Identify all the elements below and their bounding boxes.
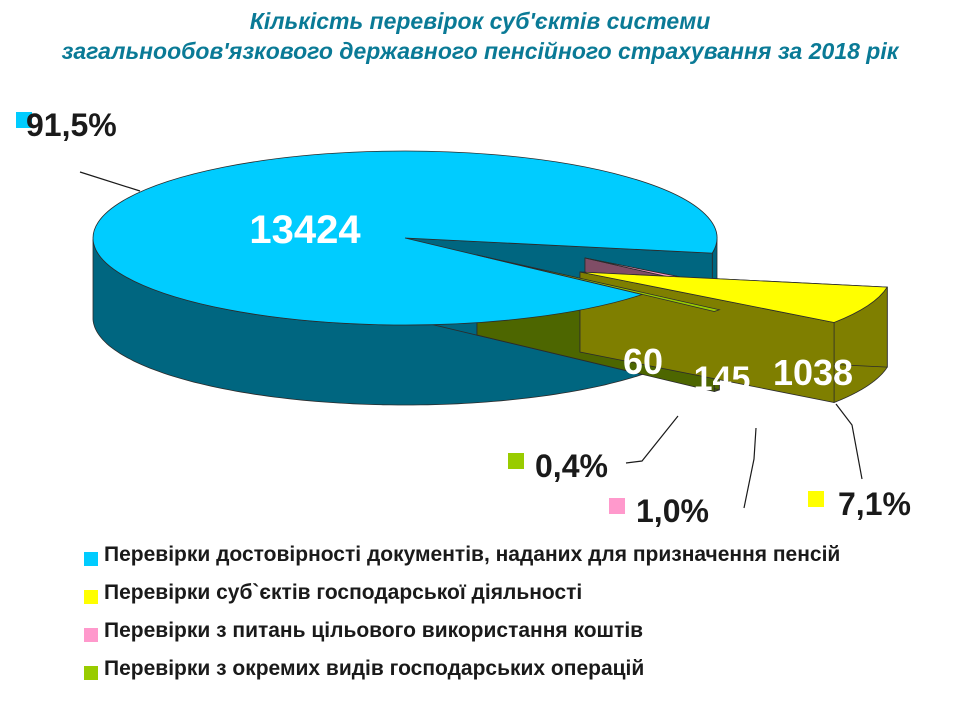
value-label-1: 13424 (249, 208, 361, 252)
value-labels: 13424 1038 145 60 (249, 208, 853, 398)
leader-line-1 (79, 171, 141, 192)
percent-swatch-4 (508, 453, 524, 469)
slice-4-top (476, 254, 721, 312)
value-label-2: 1038 (773, 352, 853, 393)
legend-label-4: Перевірки з окремих видів господарських … (104, 657, 645, 680)
percent-label-2: 7,1% (838, 486, 911, 522)
leader-lines (79, 171, 863, 509)
leader-line-2 (835, 403, 863, 480)
percent-label-1: 91,5% (26, 107, 117, 143)
legend-swatch-2 (84, 590, 98, 604)
value-label-4: 60 (623, 341, 663, 382)
percent-swatch-3 (609, 498, 625, 514)
legend-swatch-4 (84, 666, 98, 680)
chart-title-line-2: загальнообов'язкового державного пенсійн… (61, 38, 899, 64)
legend-label-1: Перевірки достовірності документів, нада… (104, 543, 841, 566)
percent-labels: 91,5% 7,1% 1,0% 0,4% (16, 107, 911, 529)
legend-label-3: Перевірки з питань цільового використанн… (104, 619, 644, 642)
chart-title-line-1: Кількість перевірок суб'єктів системи (249, 8, 711, 34)
value-label-3: 145 (694, 360, 751, 398)
percent-label-3: 1,0% (636, 493, 709, 529)
percent-swatch-1 (16, 112, 32, 128)
legend-swatch-1 (84, 552, 98, 566)
percent-label-4: 0,4% (535, 448, 608, 484)
slice-1-top (92, 150, 718, 326)
pie-tops (92, 150, 888, 326)
percent-swatch-2 (808, 491, 824, 507)
legend-swatch-3 (84, 628, 98, 642)
leader-line-3 (743, 427, 757, 509)
slice-2-top (579, 271, 888, 323)
chart-title: Кількість перевірок суб'єктів системи за… (0, 6, 960, 66)
legend-label-2: Перевірки суб`єктів господарської діяльн… (104, 581, 583, 604)
leader-line-4 (625, 415, 679, 464)
